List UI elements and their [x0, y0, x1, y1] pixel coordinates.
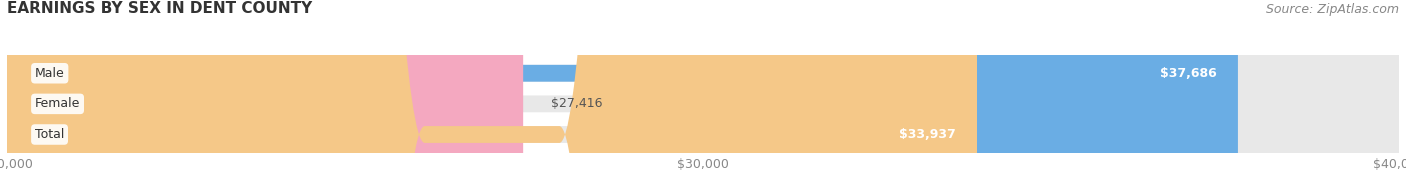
- Text: Female: Female: [35, 97, 80, 110]
- Text: EARNINGS BY SEX IN DENT COUNTY: EARNINGS BY SEX IN DENT COUNTY: [7, 1, 312, 16]
- Text: $27,416: $27,416: [551, 97, 603, 110]
- FancyBboxPatch shape: [7, 0, 1399, 196]
- FancyBboxPatch shape: [7, 0, 1399, 196]
- Text: Source: ZipAtlas.com: Source: ZipAtlas.com: [1265, 3, 1399, 16]
- FancyBboxPatch shape: [7, 0, 1399, 196]
- Text: $37,686: $37,686: [1160, 67, 1218, 80]
- Text: Male: Male: [35, 67, 65, 80]
- Text: Total: Total: [35, 128, 65, 141]
- FancyBboxPatch shape: [7, 0, 1237, 196]
- Text: $33,937: $33,937: [900, 128, 956, 141]
- FancyBboxPatch shape: [7, 0, 523, 196]
- FancyBboxPatch shape: [7, 0, 977, 196]
